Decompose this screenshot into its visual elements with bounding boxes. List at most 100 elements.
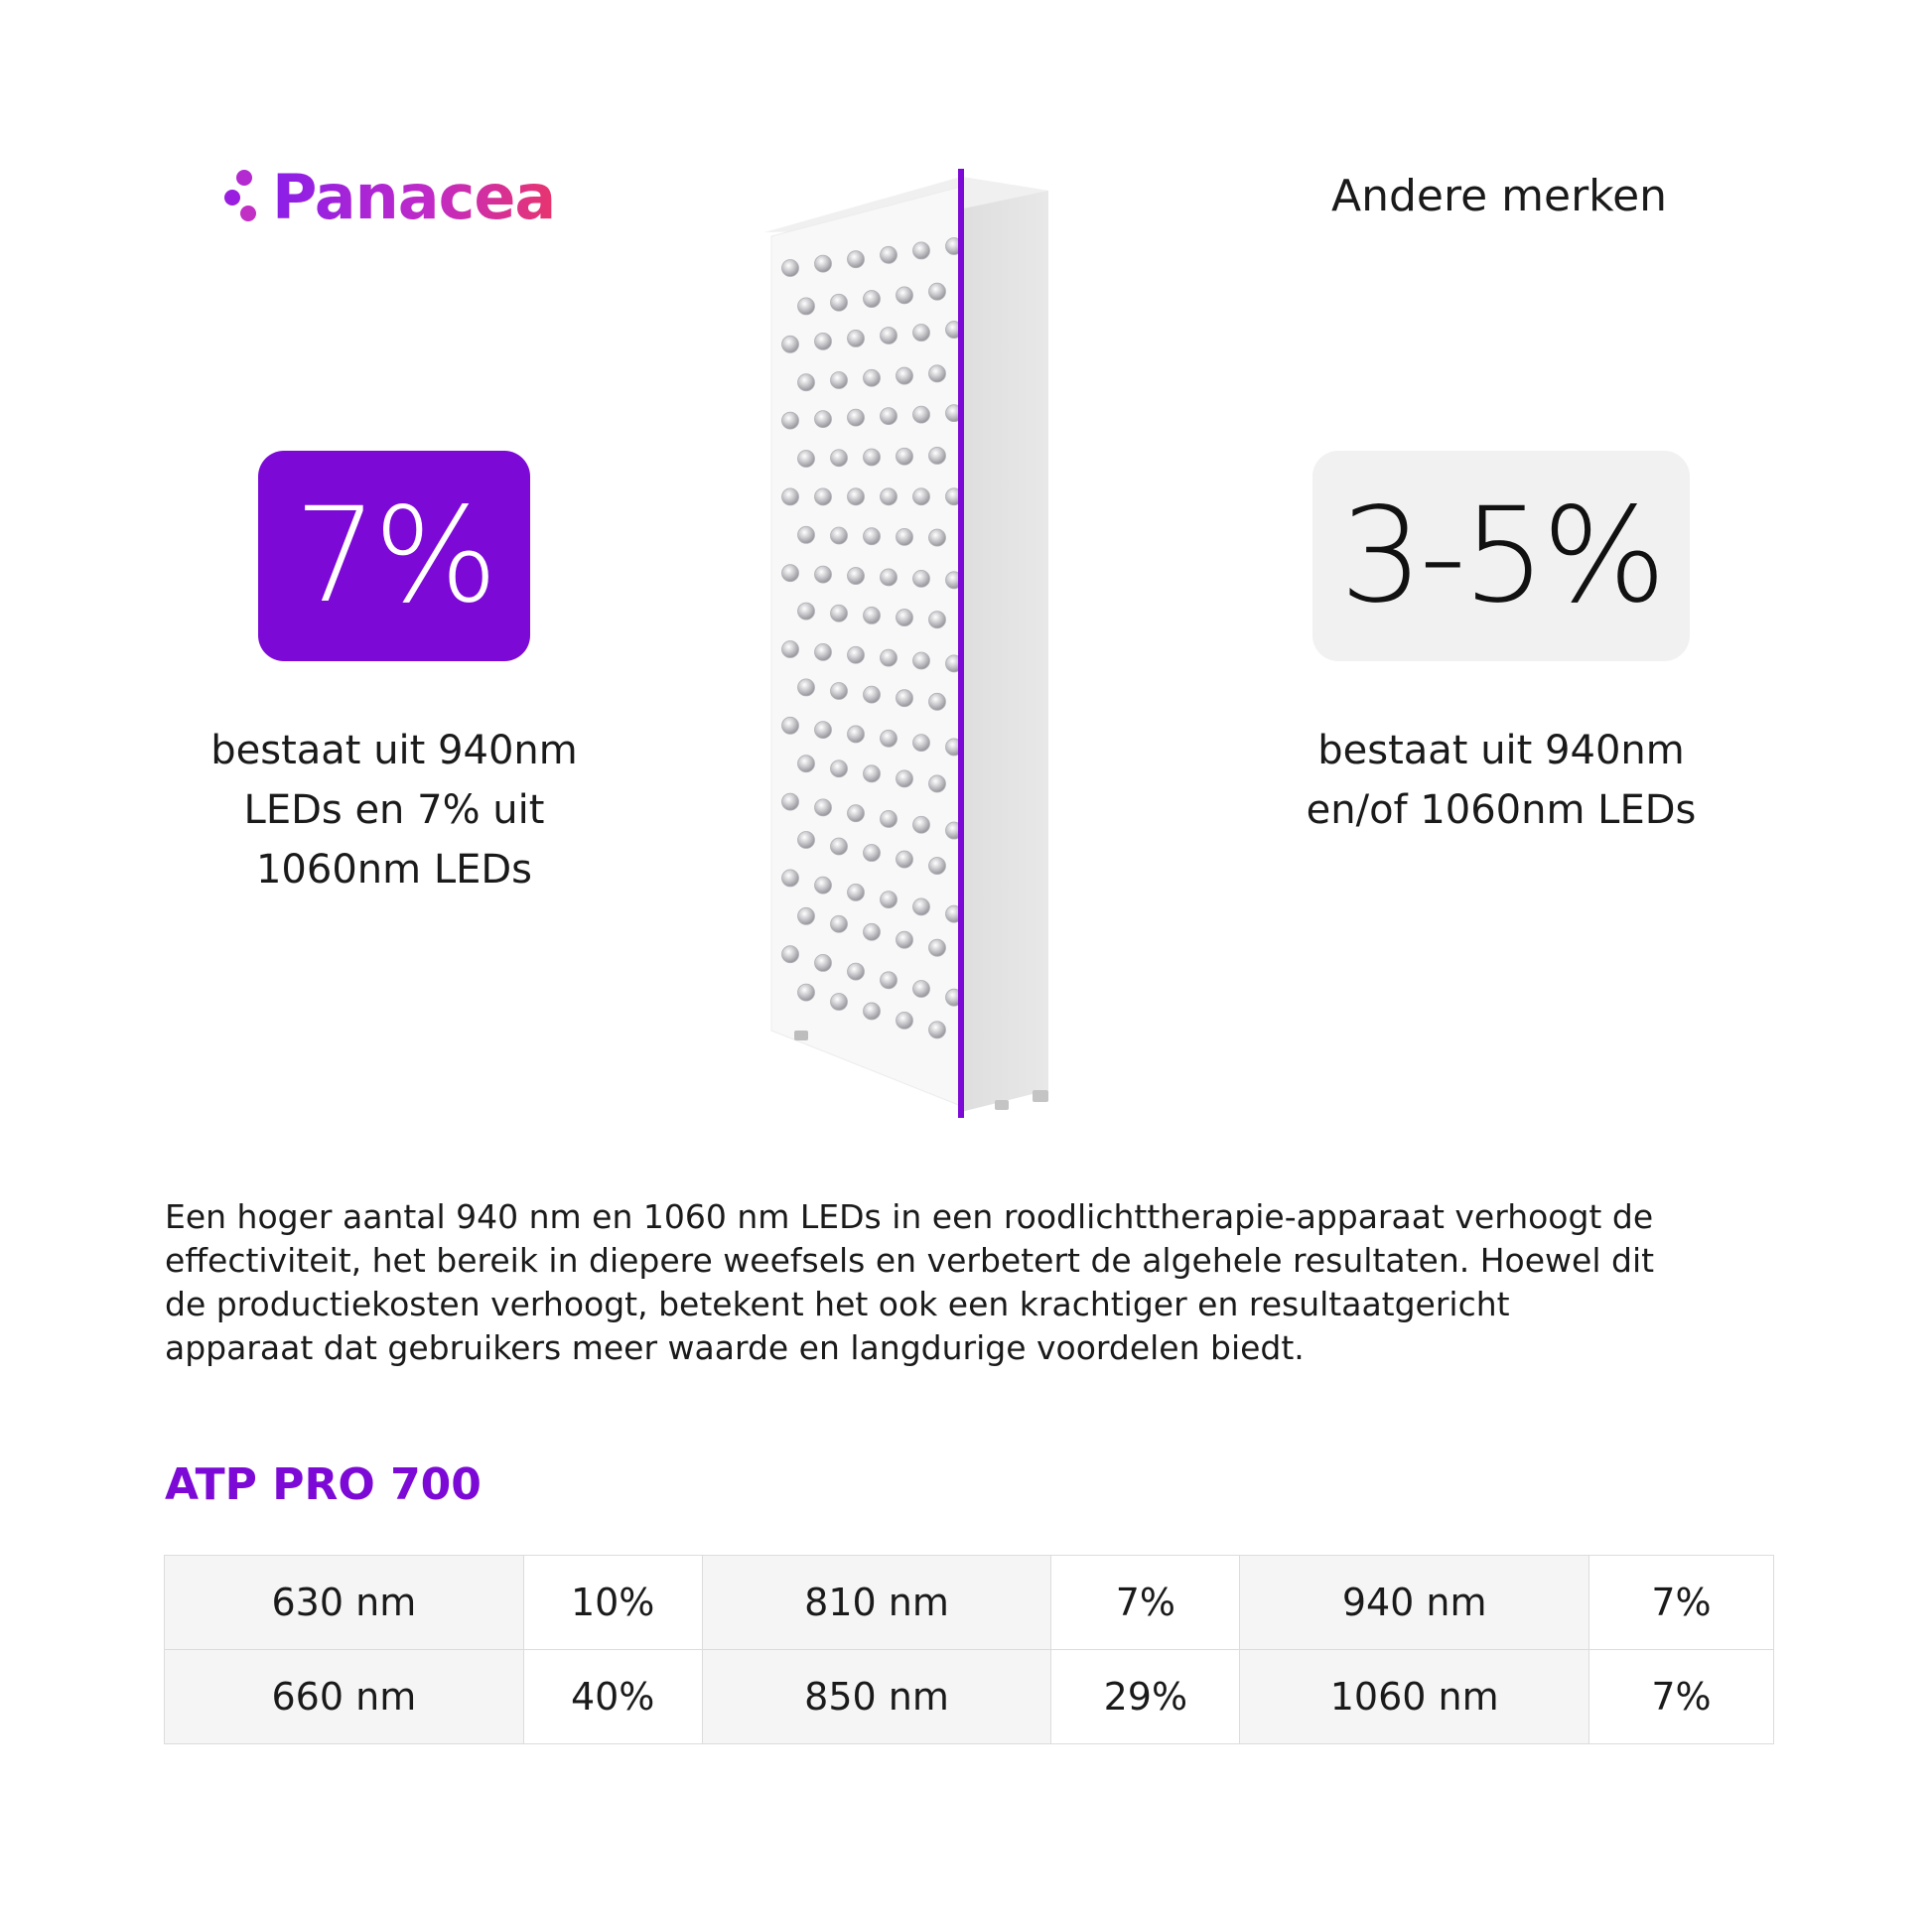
led-dot xyxy=(912,569,930,588)
led-dot xyxy=(830,449,848,468)
led-dot xyxy=(863,844,881,862)
table-row: 630 nm 10% 810 nm 7% 940 nm 7% xyxy=(164,1555,1774,1650)
panacea-logo-icon xyxy=(224,168,268,227)
paragraph-line: Een hoger aantal 940 nm en 1060 nm LEDs … xyxy=(165,1197,1654,1236)
led-dot xyxy=(830,526,848,545)
led-dot xyxy=(830,837,848,856)
led-dot xyxy=(912,980,930,998)
led-dot xyxy=(880,729,897,748)
explanation-paragraph: Een hoger aantal 940 nm en 1060 nm LEDs … xyxy=(165,1195,1793,1370)
led-dot xyxy=(847,883,865,901)
led-dot xyxy=(781,487,799,506)
percent-cell: 10% xyxy=(522,1555,703,1650)
paragraph-line: apparaat dat gebruikers meer waarde en l… xyxy=(165,1328,1305,1367)
panacea-description: bestaat uit 940nm LEDs en 7% uit 1060nm … xyxy=(179,721,610,899)
led-dot xyxy=(814,565,832,584)
led-dot xyxy=(830,914,848,933)
led-dot xyxy=(896,609,913,626)
led-dot xyxy=(863,1002,881,1021)
led-dot xyxy=(912,815,930,834)
led-dot xyxy=(781,792,799,811)
led-dot xyxy=(912,734,930,753)
led-dot xyxy=(896,850,913,869)
table-row: 660 nm 40% 850 nm 29% 1060 nm 7% xyxy=(164,1649,1774,1744)
led-dot xyxy=(896,930,913,949)
led-dot xyxy=(830,293,848,312)
led-dot xyxy=(830,682,848,700)
wavelength-cell: 660 nm xyxy=(164,1649,524,1744)
other-brands-percent-badge: 3-5% xyxy=(1312,451,1690,661)
wavelength-cell: 810 nm xyxy=(701,1555,1052,1650)
led-dot xyxy=(847,408,865,427)
led-dot xyxy=(863,527,881,546)
wavelength-cell: 630 nm xyxy=(164,1555,524,1650)
led-dot xyxy=(781,411,799,430)
led-dot xyxy=(781,869,799,888)
led-dot xyxy=(912,897,930,916)
led-dot xyxy=(896,1011,913,1030)
wavelength-cell: 940 nm xyxy=(1239,1555,1590,1650)
led-dot xyxy=(814,721,832,740)
led-dot xyxy=(896,527,913,546)
led-dot xyxy=(880,648,897,667)
led-dot xyxy=(928,1021,946,1039)
led-dot xyxy=(928,364,946,383)
led-dot xyxy=(928,611,946,629)
led-dot xyxy=(896,769,913,788)
led-grid xyxy=(781,237,963,1039)
percent-cell: 7% xyxy=(1588,1555,1774,1650)
led-dot xyxy=(863,606,881,624)
led-dot xyxy=(847,330,865,347)
led-dot xyxy=(896,366,913,385)
led-dot xyxy=(797,297,815,316)
led-dot xyxy=(880,487,897,506)
led-dot xyxy=(814,642,832,661)
percent-cell: 29% xyxy=(1050,1649,1241,1744)
panacea-description-line: bestaat uit 940nm xyxy=(210,728,578,773)
led-dot xyxy=(928,528,946,547)
red-light-panel-illustration xyxy=(764,169,1048,1118)
other-brands-description: bestaat uit 940nm en/of 1060nm LEDs xyxy=(1271,721,1731,840)
led-dot xyxy=(797,373,815,392)
other-brands-description-line: bestaat uit 940nm xyxy=(1317,728,1685,773)
led-dot xyxy=(797,983,815,1002)
led-dot xyxy=(912,241,930,260)
led-dot xyxy=(781,945,799,964)
led-dot xyxy=(797,755,815,773)
paragraph-line: de productiekosten verhoogt, betekent he… xyxy=(165,1285,1510,1323)
led-dot xyxy=(880,891,897,909)
led-dot xyxy=(797,831,815,849)
led-dot xyxy=(830,993,848,1011)
led-dot xyxy=(928,282,946,301)
led-dot xyxy=(797,525,815,544)
led-dot xyxy=(847,567,865,585)
led-dot xyxy=(781,640,799,658)
led-dot xyxy=(847,487,865,506)
percent-cell: 40% xyxy=(522,1649,703,1744)
led-dot xyxy=(880,568,897,587)
led-dot xyxy=(863,764,881,783)
percent-cell: 7% xyxy=(1588,1649,1774,1744)
led-dot xyxy=(928,938,946,957)
paragraph-line: effectiviteit, het bereik in diepere wee… xyxy=(165,1241,1655,1280)
wavelength-spec-table: 630 nm 10% 810 nm 7% 940 nm 7% 660 nm 40… xyxy=(164,1555,1774,1744)
led-dot xyxy=(880,245,897,264)
led-dot xyxy=(863,448,881,467)
led-dot xyxy=(863,290,881,308)
led-dot xyxy=(863,685,881,704)
led-dot xyxy=(797,450,815,468)
led-dot xyxy=(814,254,832,273)
led-dot xyxy=(847,804,865,823)
led-dot xyxy=(814,953,832,972)
led-dot xyxy=(814,332,832,350)
led-dot xyxy=(912,324,930,342)
wavelength-cell: 850 nm xyxy=(701,1649,1052,1744)
other-brands-heading: Andere merken xyxy=(1330,171,1668,221)
led-dot xyxy=(928,857,946,875)
led-dot xyxy=(896,689,913,708)
led-dot xyxy=(896,286,913,305)
led-dot xyxy=(847,725,865,744)
percent-cell: 7% xyxy=(1050,1555,1241,1650)
led-dot xyxy=(781,716,799,735)
model-title: ATP PRO 700 xyxy=(165,1459,482,1510)
